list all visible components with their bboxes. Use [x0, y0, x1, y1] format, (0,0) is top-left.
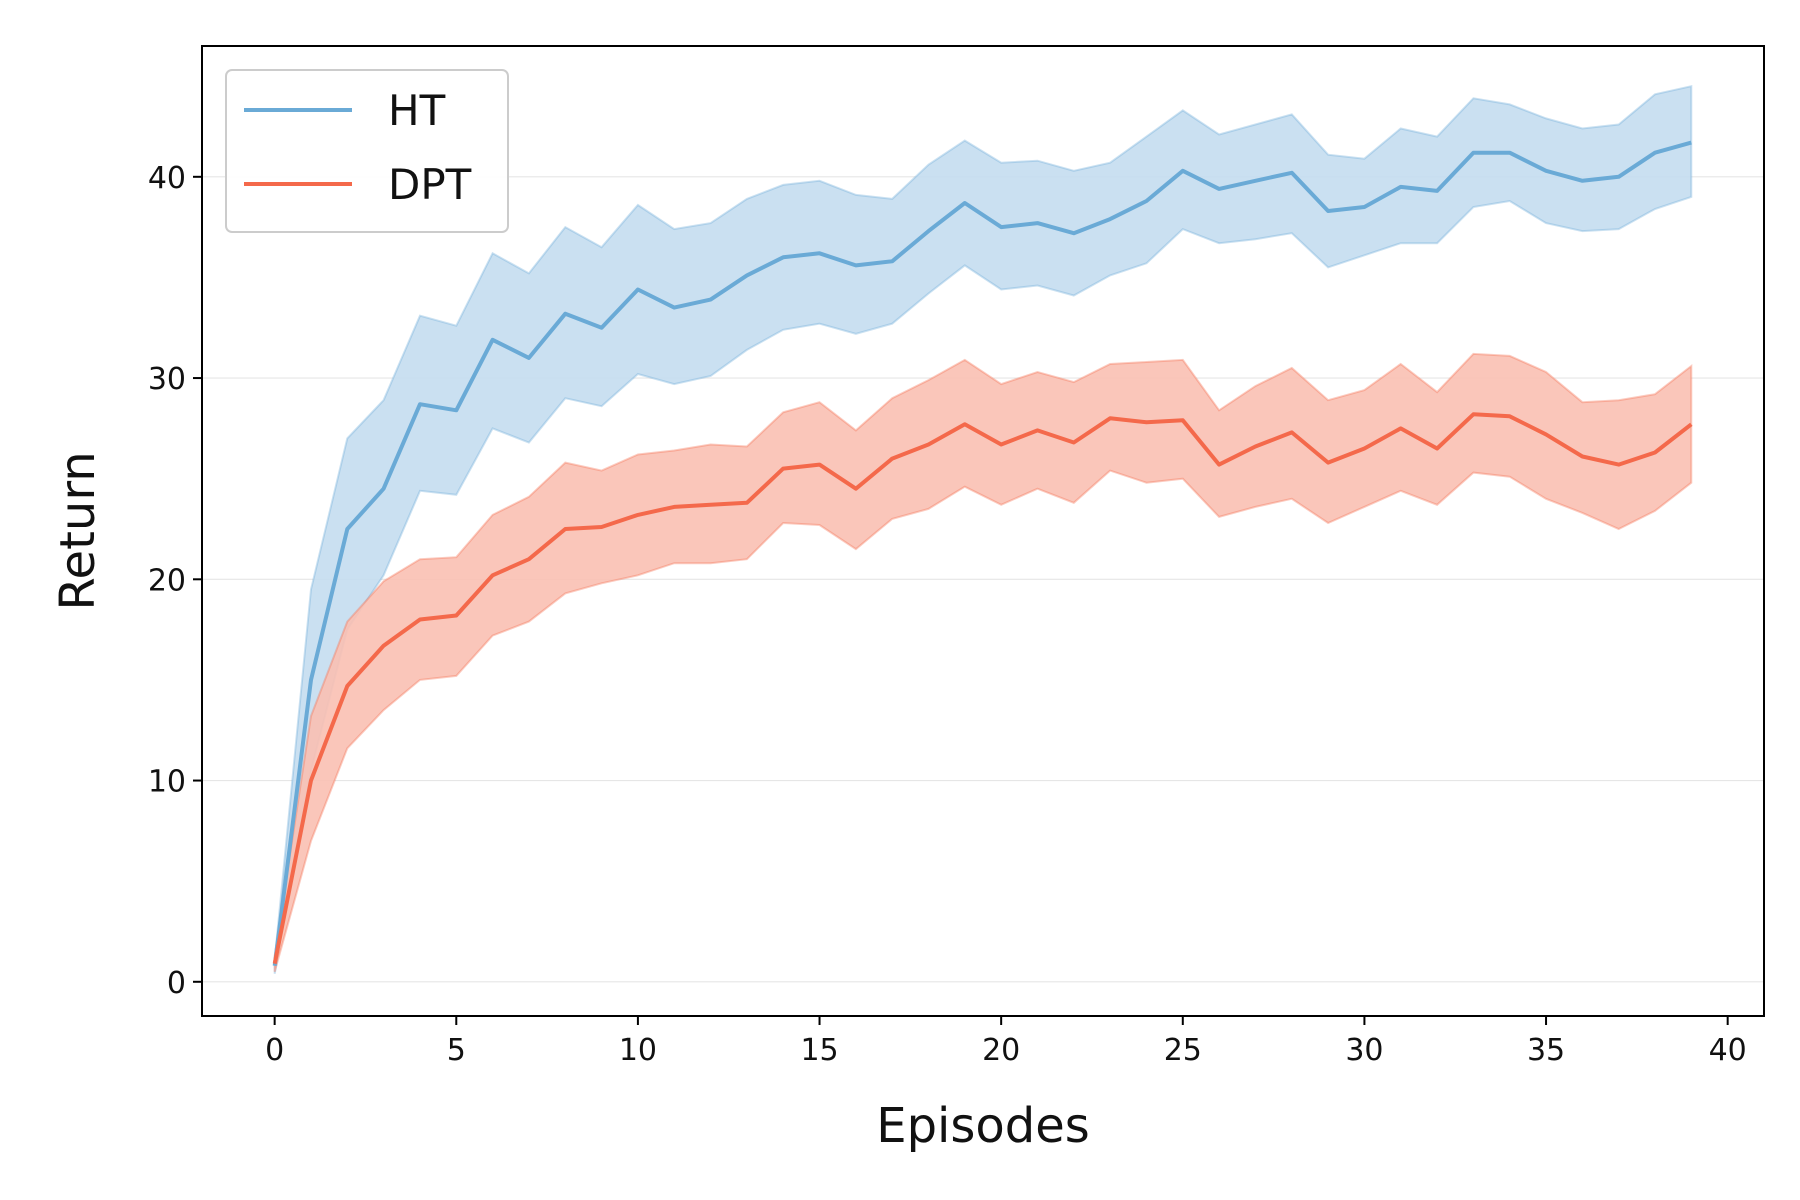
x-tick-label: 5 [447, 1033, 466, 1068]
ht-series-line [272, 140, 1692, 966]
y-tick-label: 40 [148, 161, 186, 196]
ht-confidence-band [273, 84, 1693, 974]
x-tick-label: 10 [619, 1033, 657, 1068]
x-tick-label: 35 [1527, 1033, 1565, 1068]
legend-label-dpt: DPT [388, 160, 472, 209]
x-axis-title: Episodes [876, 1098, 1090, 1154]
dpt-series-line [272, 412, 1693, 965]
plot-area-frame [201, 45, 1765, 1017]
y-axis-ticks: 0 10 20 30 40 [148, 161, 202, 1001]
y-tick-label: 20 [148, 563, 186, 598]
dpt-confidence-band [273, 352, 1693, 972]
legend: HT DPT [225, 69, 509, 233]
x-tick-label: 30 [1345, 1033, 1383, 1068]
y-tick-label: 10 [148, 765, 186, 800]
x-tick-label: 0 [265, 1033, 284, 1068]
x-tick-label: 25 [1164, 1033, 1202, 1068]
confidence-bands [273, 84, 1693, 974]
series-lines [272, 140, 1693, 966]
y-axis-title: Return [50, 451, 106, 610]
y-tick-label: 30 [148, 362, 186, 397]
legend-label-ht: HT [388, 86, 446, 135]
x-tick-label: 15 [800, 1033, 838, 1068]
x-tick-label: 40 [1709, 1033, 1747, 1068]
y-tick-label: 0 [167, 966, 186, 1001]
x-axis-ticks: 0 5 10 15 20 25 30 35 40 [265, 1016, 1747, 1068]
x-tick-label: 20 [982, 1033, 1020, 1068]
